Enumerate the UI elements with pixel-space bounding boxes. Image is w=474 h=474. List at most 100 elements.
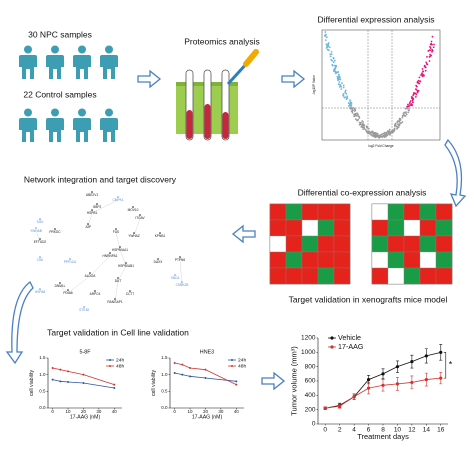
- bracket: [443, 352, 447, 379]
- volcano-dot: [409, 101, 411, 104]
- heatmap-cell: [285, 251, 303, 269]
- volcano-dot: [430, 40, 433, 43]
- volcano-dot: [337, 79, 339, 82]
- volcano-dot: [408, 107, 410, 110]
- volcano-dot: [324, 31, 327, 33]
- heatmap-cell: [269, 235, 287, 253]
- data-point: [82, 382, 85, 384]
- volcano-dot: [404, 107, 407, 110]
- volcano-dot: [430, 54, 433, 57]
- volcano-dot: [333, 59, 336, 62]
- x-tick-label: 14: [423, 427, 431, 434]
- volcano-dot: [408, 102, 411, 105]
- data-point: [352, 395, 356, 399]
- network-node: [109, 252, 111, 254]
- label: Network integration and target discovery: [24, 174, 177, 184]
- network-node: [39, 256, 41, 258]
- volcano-dot: [396, 126, 399, 129]
- volcano-dot: [335, 64, 338, 67]
- heatmap-cell: [269, 203, 287, 221]
- person-icon: [46, 45, 64, 79]
- volcano-dot: [363, 124, 365, 127]
- node-label: SGK: [37, 220, 45, 224]
- network-node: [67, 289, 69, 291]
- node-label: JUP: [85, 225, 91, 229]
- heatmap-cell: [371, 267, 389, 285]
- volcano-dot: [416, 81, 419, 84]
- heatmap-cell: [317, 219, 335, 237]
- volcano-dot: [332, 57, 335, 59]
- node-label: CCT7: [126, 292, 135, 296]
- volcano-dot: [428, 49, 431, 51]
- network-node: [181, 281, 183, 283]
- x-tick-label: 30: [218, 409, 224, 414]
- node-label: HNRNPA1: [103, 254, 118, 258]
- network-node: [35, 227, 37, 229]
- network-edge: [133, 217, 141, 237]
- volcano-dot: [426, 55, 428, 58]
- network-edge: [89, 255, 111, 277]
- y-tick-label: 0: [312, 421, 316, 428]
- volcano-dot: [411, 104, 413, 107]
- node-label: YWHAB: [30, 229, 42, 233]
- x-tick-label: 40: [112, 409, 118, 414]
- heatmap-cell: [317, 251, 335, 269]
- label: 30 NPC samples: [28, 29, 92, 39]
- data-point: [204, 377, 207, 379]
- network-edge: [117, 265, 127, 282]
- volcano-dot: [366, 126, 368, 129]
- data-point: [323, 406, 327, 410]
- node-label: ITGAV: [135, 216, 145, 220]
- data-point: [424, 377, 428, 382]
- heatmap-cell: [419, 219, 437, 237]
- volcano-dot: [351, 111, 354, 114]
- network-node: [117, 196, 119, 198]
- volcano-dot: [330, 50, 333, 53]
- volcano-dot: [324, 39, 327, 41]
- network-node: [179, 256, 181, 258]
- volcano-dot: [367, 127, 370, 130]
- data-point: [189, 375, 192, 378]
- heatmap-cell: [403, 267, 421, 285]
- heatmap-cell: [403, 219, 421, 237]
- volcano-dot: [338, 81, 341, 83]
- network-node: [132, 206, 134, 208]
- volcano-dot: [337, 73, 340, 76]
- volcano-dot: [418, 76, 421, 79]
- data-point: [173, 372, 176, 374]
- volcano-dot: [412, 92, 415, 95]
- volcano-dot: [389, 133, 391, 136]
- network-node: [59, 282, 61, 284]
- network-node: [83, 306, 85, 308]
- node-label: STK38: [79, 308, 89, 312]
- network-node: [174, 274, 176, 276]
- data-point: [395, 382, 400, 386]
- volcano-dot: [327, 48, 329, 51]
- heatmap-cell: [301, 251, 319, 269]
- y-tick-label: 1.0: [39, 372, 46, 377]
- heatmap-cell: [301, 203, 319, 221]
- legend-label: 24h: [116, 357, 124, 363]
- volcano-dot: [330, 58, 333, 61]
- volcano-dot: [354, 108, 356, 111]
- heatmap-cell: [269, 267, 287, 285]
- volcano-dot: [407, 109, 410, 112]
- person-icon: [19, 108, 37, 142]
- heatmap-cell: [301, 235, 319, 253]
- network-node: [133, 232, 135, 234]
- y-tick-label: 1000: [301, 349, 316, 356]
- volcano-dot: [342, 84, 345, 87]
- x-tick-label: 30: [96, 409, 102, 414]
- y-tick-label: 800: [305, 363, 316, 370]
- heatmap-cell: [333, 203, 351, 221]
- node-label: ARPC4: [90, 292, 101, 296]
- y-tick-label: 200: [305, 406, 316, 413]
- x-tick-label: 0: [51, 409, 54, 414]
- x-tick-label: 0: [173, 409, 176, 414]
- heatmap-cell: [371, 219, 389, 237]
- legend-label: 24h: [238, 357, 246, 363]
- volcano-dot: [383, 134, 386, 136]
- volcano-dot: [336, 75, 339, 78]
- network-node: [119, 246, 121, 248]
